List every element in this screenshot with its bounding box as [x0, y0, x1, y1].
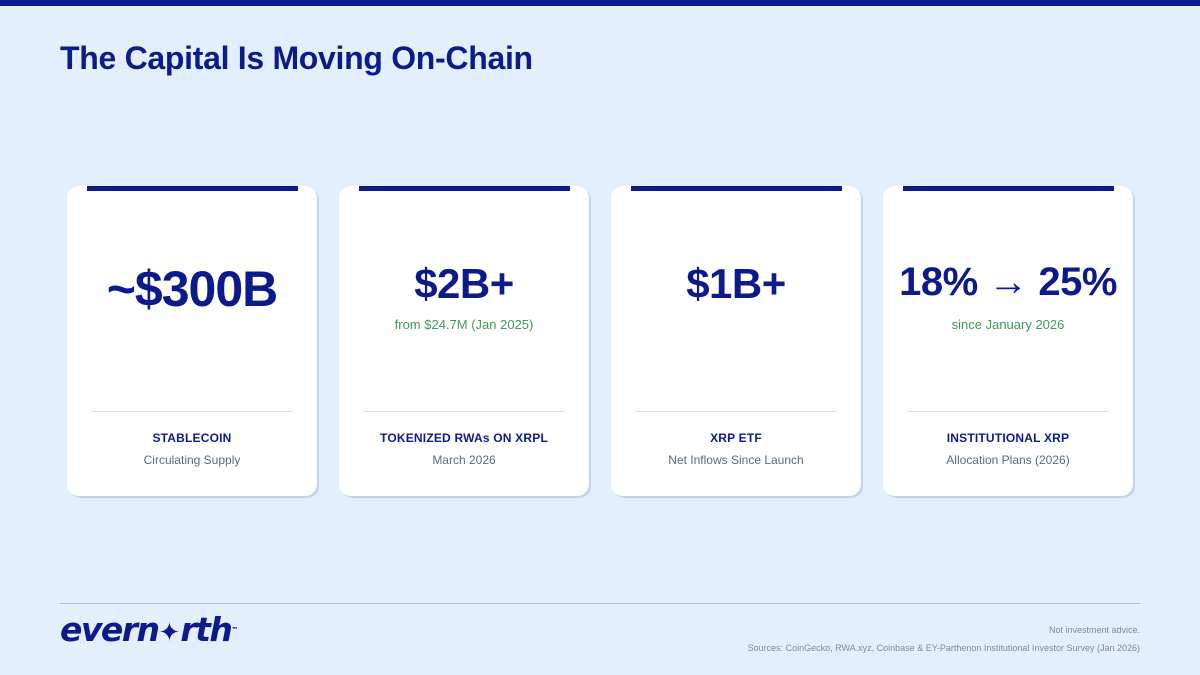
card-label: TOKENIZED RWAs ON XRPL [380, 431, 548, 445]
card-divider [91, 411, 293, 412]
card-metric: 18% → 25% [899, 260, 1117, 304]
card-description: March 2026 [432, 453, 496, 467]
card-stablecoin: ~$300B STABLECOIN Circulating Supply [67, 186, 317, 496]
card-tokenized-rwas: $2B+ from $24.7M (Jan 2025) TOKENIZED RW… [339, 186, 589, 496]
card-accent-bar [359, 186, 570, 191]
sources-text: Sources: CoinGecko, RWA.xyz, Coinbase & … [747, 643, 1140, 653]
card-label: INSTITUTIONAL XRP [946, 431, 1070, 445]
evernorth-logo: evern✦rth™ [60, 610, 238, 653]
logo-text-start: evern [60, 610, 160, 649]
card-accent-bar [87, 186, 298, 191]
card-label: STABLECOIN [152, 431, 232, 445]
card-accent-bar [631, 186, 842, 191]
disclaimer-text: Not investment advice. [1048, 625, 1140, 635]
card-metric: ~$300B [106, 261, 279, 317]
compass-star-icon: ✦ [158, 618, 181, 648]
card-divider [635, 411, 837, 412]
footer-divider [60, 603, 1140, 604]
slide-title: The Capital Is Moving On-Chain [60, 40, 533, 76]
card-subtext: since January 2026 [951, 317, 1065, 332]
logo-text-end: rth [180, 610, 233, 649]
card-description: Circulating Supply [143, 453, 241, 467]
metric-cards: ~$300B STABLECOIN Circulating Supply $2B… [67, 186, 1135, 498]
card-subtext: from $24.7M (Jan 2025) [394, 317, 534, 332]
card-xrp-etf: $1B+ XRP ETF Net Inflows Since Launch [611, 186, 861, 496]
card-divider [363, 411, 565, 412]
card-description: Net Inflows Since Launch [668, 453, 804, 467]
card-description: Allocation Plans (2026) [946, 453, 1070, 467]
top-accent-bar [0, 0, 1200, 6]
card-divider [907, 411, 1109, 412]
card-institutional-xrp: 18% → 25% since January 2026 INSTITUTION… [883, 186, 1133, 496]
card-metric: $2B+ [414, 260, 514, 307]
card-metric: $1B+ [686, 260, 786, 307]
trademark-mark: ™ [231, 626, 239, 634]
card-accent-bar [903, 186, 1114, 191]
card-label: XRP ETF [710, 431, 762, 445]
